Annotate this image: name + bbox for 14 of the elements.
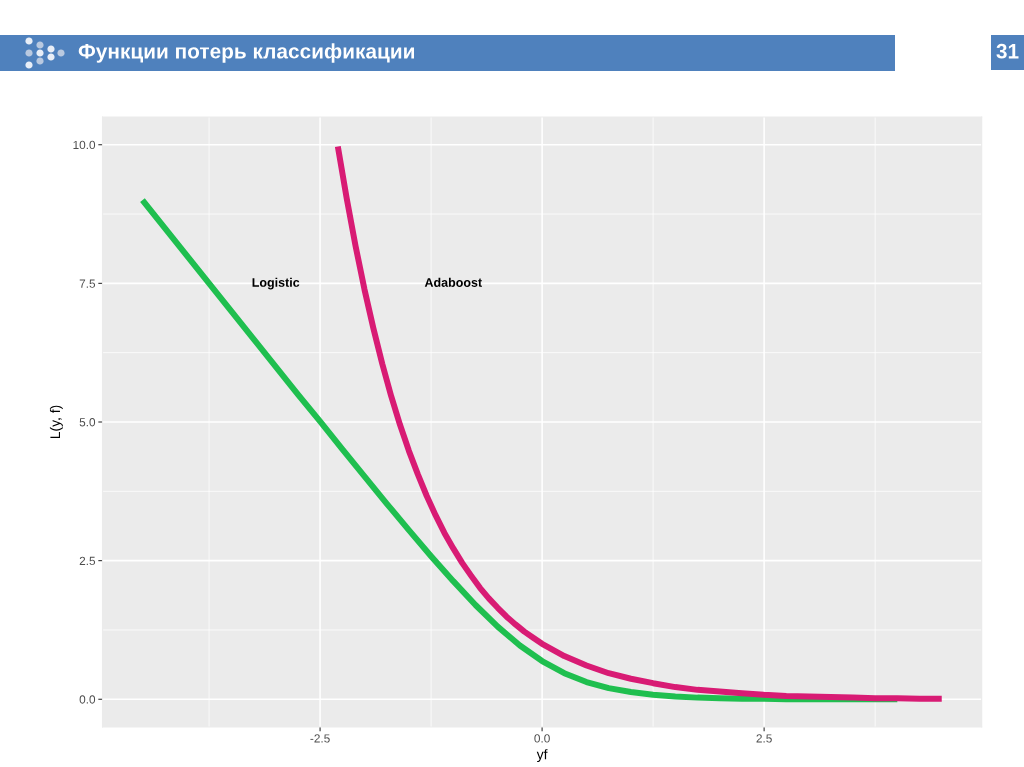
x-tick-label: 0.0	[534, 734, 550, 743]
annotation: Logistic	[252, 277, 300, 290]
annotation: Adaboost	[424, 277, 482, 287]
y-tick-label: 5.0	[79, 418, 96, 427]
x-axis-title: yf	[536, 749, 548, 763]
y-axis-title: L(y, f)	[49, 405, 63, 439]
x-tick-label: 2.5	[756, 734, 772, 743]
text: 31	[996, 43, 1019, 59]
chart-title: Функции потерь классификации	[78, 43, 414, 63]
y-tick-label: 7.5	[79, 279, 96, 288]
y-tick-label: 10.0	[73, 140, 96, 150]
x-tick-label: -2.5	[310, 734, 330, 743]
y-tick-label: 2.5	[79, 556, 96, 566]
y-tick-label: 0.0	[79, 695, 96, 704]
